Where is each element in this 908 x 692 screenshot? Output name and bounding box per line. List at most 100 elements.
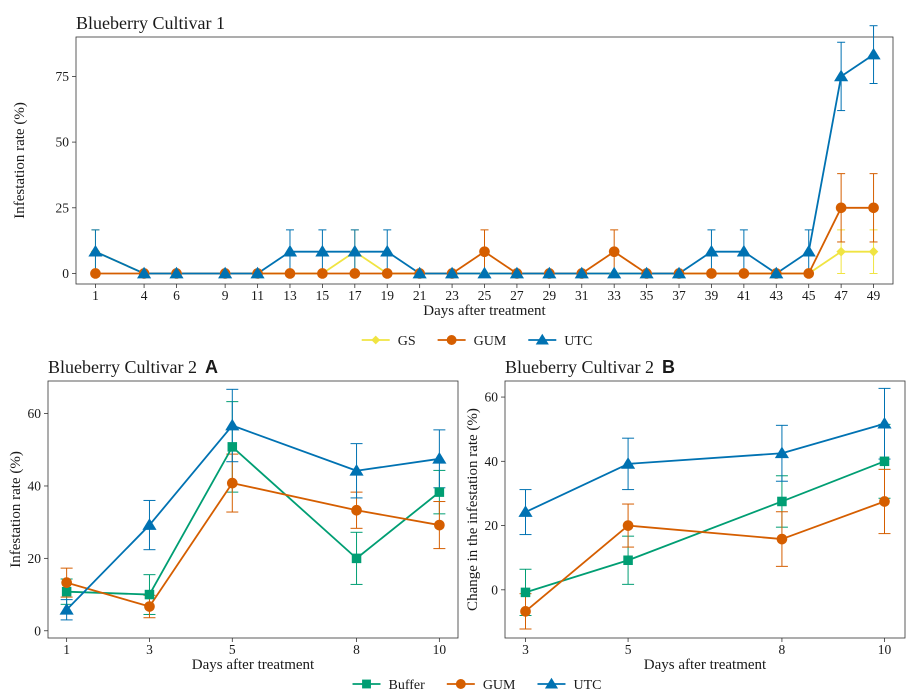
legend-bottom-key-marker	[362, 679, 371, 689]
chart-cultivar-1-point-gum	[284, 268, 296, 279]
chart-cultivar-2a-point-buffer	[144, 589, 155, 600]
chart-cultivar-2b-x-tick-label: 8	[779, 642, 786, 657]
chart-cultivar-1-point-gum	[381, 268, 393, 279]
chart-cultivar-2a-x-tick-label: 5	[229, 642, 236, 657]
chart-cultivar-1-point-gs	[836, 246, 846, 257]
chart-cultivar-1-x-axis-label: Days after treatment	[423, 303, 546, 319]
chart-cultivar-1-x-tick-label: 29	[543, 288, 557, 303]
chart-cultivar-1-point-gum	[349, 268, 361, 279]
chart-cultivar-2a-errorbars-utc	[60, 388, 446, 621]
chart-cultivar-2b-y-tick-label: 40	[485, 454, 499, 469]
chart-cultivar-1-x-tick-label: 19	[380, 288, 394, 303]
legend-bottom-key-marker	[455, 679, 466, 689]
chart-cultivar-1-point-gum	[608, 246, 620, 257]
chart-cultivar-2a-point-utc	[142, 518, 157, 530]
chart-cultivar-1-point-utc	[834, 69, 849, 82]
chart-cultivar-2b-y-tick-label: 0	[491, 582, 498, 597]
chart-cultivar-2b-point-utc	[774, 446, 790, 459]
chart-cultivar-1-y-tick-label: 75	[56, 69, 70, 84]
legend-top-key-marker	[535, 333, 549, 345]
chart-cultivar-1-errorbars-gum	[480, 173, 878, 274]
chart-cultivar-2a-y-tick-label: 60	[28, 406, 42, 421]
legend-top-key-marker	[371, 335, 381, 345]
chart-cultivar-1-x-tick-label: 15	[316, 288, 330, 303]
chart-cultivar-1-point-utc	[639, 266, 654, 279]
chart-cultivar-2a-y-axis-label: Infestation rate (%)	[8, 451, 24, 568]
chart-cultivar-1-point-utc	[347, 244, 362, 257]
chart-cultivar-2a-point-gum	[434, 519, 445, 531]
chart-cultivar-1-point-gum	[803, 268, 815, 279]
chart-cultivar-2a-point-utc	[225, 418, 240, 431]
legend-top-label: UTC	[564, 334, 592, 349]
chart-cultivar-1-point-utc	[736, 244, 751, 257]
chart-cultivar-1-x-tick-label: 35	[640, 288, 654, 303]
chart-cultivar-1-point-gum	[90, 268, 101, 279]
chart-cultivar-2a-y-tick-label: 40	[28, 478, 42, 493]
chart-cultivar-1-point-gs	[868, 246, 879, 257]
chart-cultivar-1-point-utc	[542, 266, 557, 279]
chart-cultivar-2a-panel-border	[47, 380, 459, 639]
chart-cultivar-1-point-utc	[477, 266, 492, 279]
chart-cultivar-1-point-utc	[509, 266, 525, 279]
chart-cultivar-2a-series-line-utc	[65, 424, 440, 611]
chart-cultivar-1-x-tick-label: 27	[510, 288, 524, 303]
chart-cultivar-2a-point-gum	[144, 601, 155, 612]
chart-cultivar-2a-point-utc	[59, 603, 74, 615]
chart-cultivar-1-point-utc	[282, 244, 298, 257]
chart-cultivar-2b-point-buffer	[520, 587, 531, 598]
chart-cultivar-2a-title: Blueberry Cultivar 2	[48, 357, 197, 377]
chart-cultivar-1: Blueberry Cultivar 1 1 4 6 9 11 13 15 17 19 21 23 25…	[12, 13, 894, 319]
chart-cultivar-2a-series-line-gum	[66, 482, 440, 608]
chart-cultivar-2b-panel-letter: B	[662, 357, 675, 377]
chart-cultivar-1-y-tick-label: 25	[56, 200, 70, 215]
chart-cultivar-1-x-tick-label: 37	[672, 288, 686, 303]
chart-cultivar-2b-series-line-utc	[525, 422, 885, 513]
chart-cultivar-1-x-tick-label: 17	[348, 288, 362, 303]
chart-cultivar-1-x-tick-label: 6	[173, 288, 180, 303]
chart-cultivar-2b-y-axis-label: Change in the infestation rate (%)	[465, 408, 481, 611]
chart-cultivar-2a-point-buffer	[434, 487, 445, 497]
chart-cultivar-1-point-utc	[866, 47, 881, 60]
chart-cultivar-1-x-tick-label: 49	[867, 288, 881, 303]
chart-cultivar-2b-panel-border	[504, 380, 906, 639]
chart-cultivar-2a-point-buffer	[227, 442, 238, 452]
chart-cultivar-2b-point-utc	[518, 505, 533, 517]
legend-top: GS GUM UTC	[361, 333, 592, 349]
legend-bottom-label: UTC	[573, 678, 601, 692]
chart-cultivar-1-x-tick-label: 11	[251, 288, 264, 303]
chart-cultivar-1-point-utc	[444, 266, 460, 279]
chart-cultivar-2b-series-line-gum	[524, 500, 885, 613]
chart-cultivar-2a-point-buffer	[351, 553, 362, 564]
chart-cultivar-1-x-tick-label: 9	[222, 288, 229, 303]
chart-cultivar-1-point-utc	[769, 266, 784, 279]
chart-cultivar-2b-title: Blueberry Cultivar 2	[505, 357, 654, 377]
chart-cultivar-1-point-utc	[801, 244, 816, 257]
legend-bottom: Buffer GUM UTC	[352, 677, 601, 692]
chart-cultivar-1-point-gum	[835, 202, 847, 214]
chart-cultivar-1-x-tick-label: 41	[737, 288, 751, 303]
chart-cultivar-1-point-gum	[479, 246, 490, 257]
chart-cultivar-2a-x-tick-label: 1	[63, 642, 70, 657]
chart-cultivar-1-y-tick-label: 50	[56, 135, 70, 150]
chart-cultivar-2b-x-tick-label: 5	[625, 642, 632, 657]
chart-cultivar-1-point-utc	[169, 266, 184, 279]
chart-cultivar-1-x-tick-label: 31	[575, 288, 589, 303]
chart-cultivar-2b-point-utc	[620, 457, 636, 469]
chart-cultivar-2a-point-gum	[61, 577, 72, 588]
chart-cultivar-1-x-tick-label: 23	[445, 288, 459, 303]
chart-cultivar-2b-series-line-buffer	[525, 460, 885, 594]
chart-cultivar-1-point-gum	[706, 268, 717, 279]
legend-top-label: GS	[398, 334, 416, 349]
chart-cultivar-1-x-tick-label: 25	[478, 288, 492, 303]
legend-bottom-label: GUM	[483, 678, 516, 692]
chart-cultivar-2b-point-gum	[776, 533, 788, 545]
chart-cultivar-2a-y-tick-label: 20	[28, 551, 42, 566]
legend-top-key-marker	[446, 335, 457, 345]
chart-cultivar-2a-y-tick-label: 0	[34, 623, 41, 638]
chart-cultivar-1-point-utc	[136, 266, 152, 279]
chart-cultivar-1-point-gum	[868, 202, 879, 214]
chart-cultivar-1-x-tick-label: 47	[834, 288, 848, 303]
chart-cultivar-1-point-utc	[412, 266, 427, 279]
chart-cultivar-1-x-tick-label: 43	[770, 288, 784, 303]
